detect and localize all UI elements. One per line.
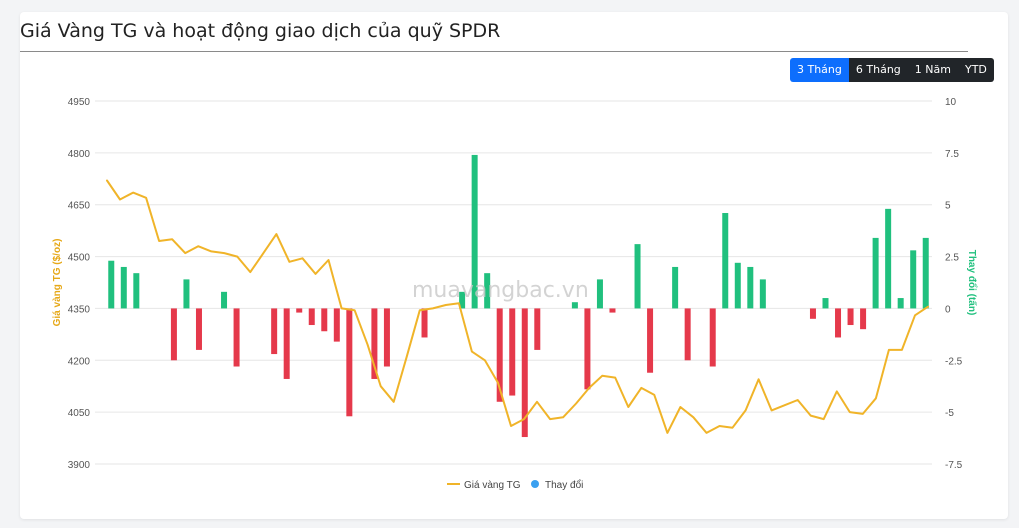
y-right-tick-label: 5 (945, 201, 951, 212)
y-left-tick-label: 4500 (68, 253, 91, 264)
change-bar (609, 308, 616, 313)
title-divider (20, 51, 968, 52)
gold-price-line (106, 179, 929, 434)
y-right-tick-label: 2.5 (945, 253, 959, 264)
change-bar (584, 308, 591, 390)
change-bar (634, 244, 641, 309)
legend-gold-label: Giá vàng TG (464, 480, 521, 491)
change-bar (759, 279, 766, 309)
change-bar (809, 308, 816, 319)
y-right-tick-label: 0 (945, 304, 951, 315)
change-bar (822, 298, 829, 309)
change-bar (747, 266, 754, 309)
page-title: Giá Vàng TG và hoạt động giao dịch của q… (20, 20, 501, 42)
y-right-tick-label: -2.5 (945, 356, 963, 367)
change-bar (847, 308, 854, 326)
y-left-tick-label: 4350 (68, 304, 91, 315)
change-bar (484, 273, 491, 309)
y-left-tick-label: 4800 (68, 149, 91, 160)
change-bar (684, 308, 691, 361)
y-left-tick-label: 4200 (68, 356, 91, 367)
change-bar (421, 308, 428, 338)
change-bar (835, 308, 842, 338)
change-bar (170, 308, 177, 361)
change-bar (596, 279, 603, 309)
change-bar (910, 250, 917, 309)
legend-change-label: Thay đổi (545, 479, 583, 491)
y-right-tick-label: -5 (945, 408, 954, 419)
change-bar (383, 308, 390, 367)
change-bar (133, 273, 140, 309)
y-right-tick-label: -7.5 (945, 460, 963, 471)
y-right-tick-label: 7.5 (945, 149, 959, 160)
y-right-axis-title: Thay đổi (tấn) (966, 250, 978, 316)
change-bar (922, 237, 929, 309)
range-3-months-button[interactable]: 3 Tháng (790, 58, 849, 82)
change-bar (333, 308, 340, 342)
change-bar (872, 237, 879, 309)
change-bar (521, 308, 528, 438)
change-bar (195, 308, 202, 350)
change-bar (221, 291, 228, 309)
change-bar (897, 298, 904, 309)
change-bar (108, 260, 115, 309)
y-left-tick-label: 4950 (68, 97, 91, 108)
change-bar (860, 308, 867, 330)
watermark: muavangbac.vn (412, 278, 589, 303)
change-bar (534, 308, 541, 350)
change-bar (183, 279, 190, 309)
change-bar (471, 154, 478, 309)
y-left-tick-label: 3900 (68, 460, 91, 471)
change-bar (722, 213, 729, 309)
change-bar (885, 208, 892, 309)
change-bar (233, 308, 240, 367)
change-bar (283, 308, 290, 379)
change-bar (346, 308, 353, 417)
y-left-tick-label: 4050 (68, 408, 91, 419)
change-bar (296, 308, 303, 313)
change-bar (647, 308, 654, 373)
change-bar (672, 266, 679, 309)
change-bar (271, 308, 278, 355)
y-left-tick-label: 4650 (68, 201, 91, 212)
range-1-year-button[interactable]: 1 Năm (907, 58, 958, 82)
change-bar (709, 308, 716, 367)
change-bar (321, 308, 328, 332)
y-right-tick-label: 10 (945, 97, 957, 108)
change-bar (120, 266, 127, 309)
change-bar (496, 308, 503, 402)
range-selector: 3 Tháng 6 Tháng 1 Năm YTD (790, 58, 994, 82)
change-bar (459, 291, 466, 309)
range-ytd-button[interactable]: YTD (957, 58, 994, 82)
y-left-axis-title: Giá vàng TG ($/oz) (52, 239, 63, 327)
change-bar (509, 308, 516, 396)
chart-card (20, 12, 1008, 519)
change-bar (734, 262, 741, 309)
change-bar (371, 308, 378, 379)
legend-dot-swatch (531, 480, 539, 488)
change-bar (571, 302, 578, 309)
range-6-months-button[interactable]: 6 Tháng (848, 58, 908, 82)
change-bar (308, 308, 315, 326)
